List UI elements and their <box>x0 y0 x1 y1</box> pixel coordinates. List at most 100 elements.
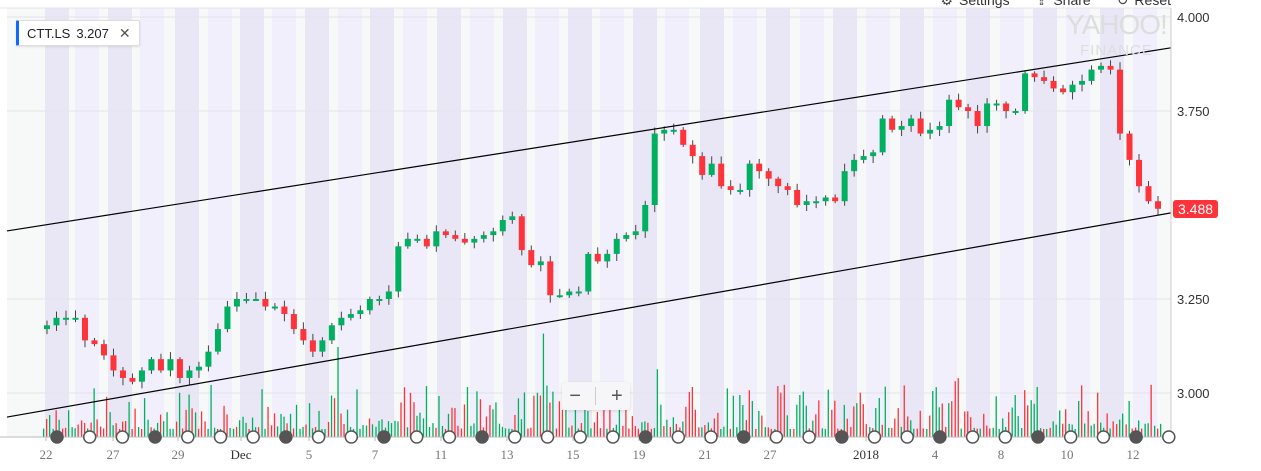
volume-bar <box>289 413 292 437</box>
volume-bar <box>637 428 640 437</box>
symbol-legend[interactable]: CTT.LS 3.207 ✕ <box>16 20 140 46</box>
volume-bar <box>226 414 228 437</box>
volume-bar <box>786 415 788 437</box>
volume-bar <box>663 426 665 437</box>
volume-bar <box>894 418 896 437</box>
volume-bar <box>96 419 98 437</box>
settings-label: Settings <box>959 0 1010 8</box>
volume-bar <box>913 428 915 437</box>
candle-body <box>1003 103 1010 111</box>
volume-bar <box>900 426 902 437</box>
volume-bar <box>929 415 931 437</box>
volume-bar <box>466 387 469 437</box>
volume-bar <box>140 428 143 437</box>
candle-body <box>1031 73 1038 78</box>
volume-bar <box>517 398 520 437</box>
volume-bar <box>777 386 779 437</box>
trend-line <box>6 212 1172 418</box>
gear-icon: ⚙ <box>940 0 953 8</box>
candle-body <box>727 186 734 190</box>
x-tick-label: 29 <box>172 447 185 462</box>
y-tick-label: 4.000 <box>1177 10 1210 25</box>
volume-bar <box>546 385 548 437</box>
volume-bar <box>460 428 463 437</box>
volume-bar <box>995 396 997 437</box>
volume-bar <box>998 428 1000 437</box>
zoom-in-button[interactable]: + <box>611 384 623 407</box>
volume-bar <box>470 425 472 437</box>
candle-body <box>167 359 174 371</box>
volume-bar <box>698 427 700 437</box>
day-band <box>370 8 394 437</box>
day-band <box>733 8 757 437</box>
candle-body <box>718 163 725 187</box>
candle-body <box>1022 73 1029 111</box>
volume-bar <box>875 407 877 437</box>
volume-bar <box>1157 428 1159 437</box>
candle-body <box>993 103 1000 106</box>
zoom-separator <box>595 387 597 405</box>
candle-body <box>1012 111 1019 113</box>
day-band <box>900 8 924 437</box>
volume-bar <box>609 390 611 437</box>
volume-bar <box>302 426 304 437</box>
reset-button[interactable]: ↻ Reset <box>1117 0 1171 9</box>
volume-bar <box>1112 421 1114 437</box>
event-icon <box>704 430 718 444</box>
volume-bar <box>983 413 985 437</box>
candle-body <box>680 129 687 145</box>
volume-bar <box>542 333 545 437</box>
candle-body <box>480 235 487 239</box>
chart-toolbar: ⚙ Settings ⇪ Share ↻ Reset <box>940 0 1171 9</box>
share-button[interactable]: ⇪ Share <box>1036 0 1091 9</box>
volume-bar <box>64 427 67 437</box>
zoom-out-button[interactable]: − <box>569 384 581 407</box>
volume-bar <box>1097 392 1099 437</box>
volume-bar <box>831 409 833 437</box>
volume-bar <box>593 422 596 437</box>
volume-bar <box>1065 409 1067 437</box>
event-icon <box>115 430 130 444</box>
close-icon[interactable]: ✕ <box>118 24 131 41</box>
candle-body <box>623 235 630 239</box>
candle-body <box>1050 80 1057 89</box>
volume-bar <box>1030 400 1032 437</box>
candle-body <box>376 299 383 301</box>
candle-body <box>328 325 335 341</box>
volume-bar <box>587 411 589 437</box>
volume-bar <box>257 427 260 437</box>
candle-body <box>271 306 278 309</box>
candle-body <box>129 377 136 382</box>
candle-body <box>822 197 829 202</box>
volume-bar <box>539 395 542 437</box>
volume-bar <box>694 409 697 437</box>
volume-bar <box>93 388 95 437</box>
volume-bar <box>938 407 940 437</box>
volume-bar <box>726 388 728 437</box>
volume-bar <box>926 428 928 437</box>
day-band <box>800 8 824 437</box>
volume-bar <box>74 428 76 437</box>
volume-bar <box>387 421 390 437</box>
volume-bar <box>185 409 187 437</box>
candle-body <box>566 291 573 296</box>
volume-bar <box>922 428 924 437</box>
volume-bar <box>131 428 133 437</box>
volume-bar <box>761 415 763 437</box>
volume-bar <box>1144 423 1146 437</box>
day-band <box>600 8 624 437</box>
volume-bar <box>286 423 288 437</box>
candle-body <box>62 317 69 320</box>
volume-bar <box>200 411 203 437</box>
settings-button[interactable]: ⚙ Settings <box>940 0 1009 9</box>
zoom-controls: − + <box>562 382 630 410</box>
volume-bar <box>346 409 349 437</box>
event-icon <box>835 430 849 444</box>
volume-bar <box>390 423 393 437</box>
volume-bar <box>80 420 83 437</box>
candle-body <box>395 246 402 292</box>
volume-bar <box>704 425 706 437</box>
event-icon <box>736 430 751 444</box>
candle-body <box>347 314 354 318</box>
